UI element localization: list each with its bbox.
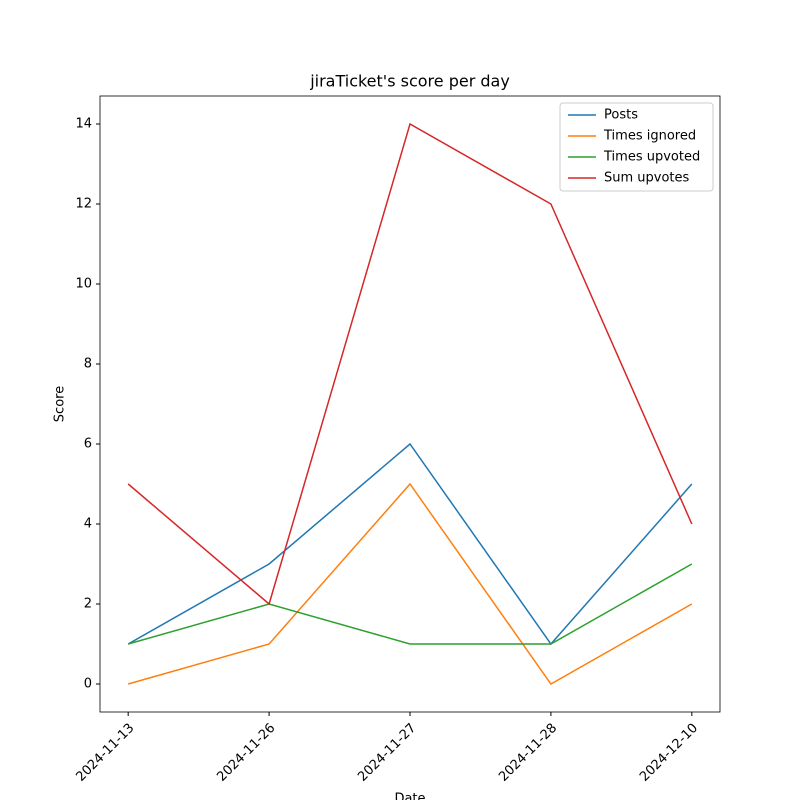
y-tick-label: 14: [75, 117, 92, 132]
x-tick-label: 2024-11-28: [496, 721, 560, 785]
x-axis-label: Date: [394, 792, 425, 800]
series-line: [127, 482, 693, 685]
y-tick-label: 6: [84, 437, 92, 452]
series-line: [127, 442, 693, 646]
legend-label: Posts: [604, 108, 638, 123]
series-line: [127, 563, 693, 645]
y-tick-label: 10: [75, 277, 92, 292]
plot-frame: [99, 95, 721, 713]
x-tick-label: 2024-11-27: [355, 721, 419, 785]
y-axis-label: Score: [53, 386, 68, 422]
series-line: [127, 122, 693, 606]
legend-box: [559, 102, 714, 192]
legend-label: Times ignored: [603, 129, 696, 144]
y-tick-label: 0: [84, 677, 92, 692]
legend-label: Times upvoted: [603, 150, 700, 165]
y-tick-label: 4: [84, 517, 92, 532]
legend-label: Sum upvotes: [604, 171, 690, 186]
x-tick-label: 2024-12-10: [637, 721, 701, 785]
y-tick-label: 8: [84, 357, 92, 372]
y-tick-label: 12: [75, 197, 92, 212]
chart-title: jiraTicket's score per day: [309, 72, 510, 91]
x-tick-label: 2024-11-13: [73, 721, 137, 785]
y-tick-label: 2: [84, 597, 92, 612]
x-tick-label: 2024-11-26: [214, 721, 278, 785]
